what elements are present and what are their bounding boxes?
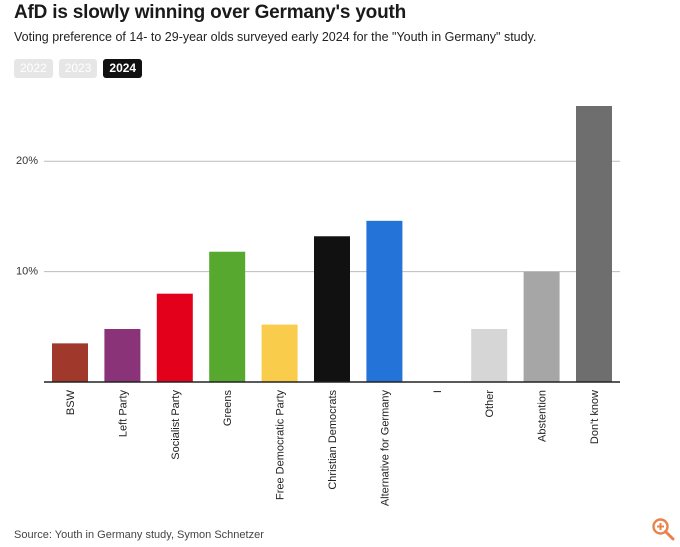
bar <box>261 324 298 382</box>
bar <box>156 293 193 382</box>
tab-2023[interactable]: 2023 <box>58 59 98 78</box>
x-tick-label: Christian Democrats <box>327 390 339 490</box>
y-tick-label: 20% <box>16 155 38 167</box>
bar <box>104 329 141 382</box>
bar <box>523 271 560 382</box>
y-tick-label: 10% <box>16 266 38 278</box>
x-tick-label: Socialist Party <box>170 390 182 460</box>
bar <box>366 220 403 382</box>
bar <box>576 106 612 382</box>
x-tick-label: Abstention <box>537 390 549 442</box>
zoom-in-icon[interactable] <box>651 517 675 541</box>
bar <box>314 236 350 382</box>
tab-2024[interactable]: 2024 <box>103 59 143 78</box>
chart-title: AfD is slowly winning over Germany's you… <box>14 2 407 23</box>
bar <box>52 343 88 382</box>
x-tick-label: Greens <box>222 390 234 427</box>
year-tabs: 2022 2023 2024 <box>14 59 143 78</box>
chart-subtitle: Voting preference of 14- to 29-year olds… <box>14 30 537 44</box>
tab-2022[interactable]: 2022 <box>14 59 53 78</box>
bar <box>209 251 246 382</box>
x-tick-label: Left Party <box>117 390 129 438</box>
bar <box>471 329 508 382</box>
x-tick-label: Don't know <box>589 390 601 444</box>
x-tick-label: I <box>432 390 444 393</box>
x-tick-label: BSW <box>65 389 77 415</box>
source-note: Source: Youth in Germany study, Symon Sc… <box>14 529 264 541</box>
x-tick-label: Other <box>484 390 496 418</box>
x-tick-label: Free Democratic Party <box>275 390 287 501</box>
x-tick-label: Alternative for Germany <box>379 390 391 507</box>
